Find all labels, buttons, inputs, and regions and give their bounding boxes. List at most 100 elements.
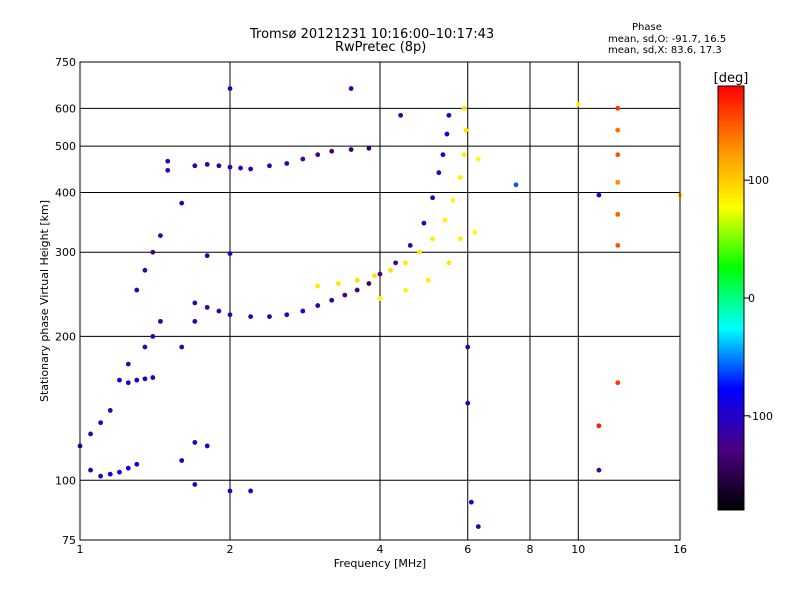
data-point	[284, 312, 290, 318]
data-point	[248, 314, 254, 320]
data-point	[403, 287, 408, 293]
data-point	[366, 281, 372, 286]
x-tick-label: 4	[377, 543, 384, 556]
data-point	[134, 461, 140, 467]
data-point	[461, 105, 467, 111]
data-point	[150, 249, 156, 255]
data-point	[425, 277, 431, 283]
data-point	[192, 300, 198, 306]
data-point	[204, 161, 210, 167]
data-point	[398, 112, 404, 118]
data-point	[134, 287, 140, 293]
data-point	[329, 148, 335, 154]
data-point	[315, 303, 321, 308]
data-point	[615, 211, 621, 217]
data-point	[458, 236, 463, 242]
data-point	[596, 467, 602, 473]
data-point	[192, 440, 198, 445]
data-point	[150, 333, 156, 339]
y-tick-label: 600	[55, 102, 76, 115]
data-point	[615, 152, 621, 158]
colorbar-tick-label: 0	[748, 292, 755, 305]
y-tick-labels: 75 100 200 300 400 500 600 750	[55, 56, 76, 547]
colorbar-tick-label: 100	[748, 174, 769, 187]
phase-stat-x: mean, sd,X: 83.6, 17.3	[608, 45, 722, 56]
data-point	[458, 175, 463, 180]
data-point	[125, 361, 131, 367]
data-point	[348, 147, 354, 152]
data-point	[204, 443, 210, 449]
data-point	[329, 297, 335, 303]
data-point	[615, 179, 621, 185]
data-point	[267, 163, 272, 169]
x-tick-label: 16	[673, 543, 687, 556]
data-point	[475, 156, 481, 162]
data-point	[463, 127, 469, 133]
data-point	[596, 423, 602, 429]
data-point	[179, 200, 185, 206]
data-point	[465, 400, 471, 406]
data-point	[403, 260, 408, 266]
data-point	[248, 166, 254, 172]
data-point	[125, 380, 131, 386]
data-point	[248, 488, 254, 494]
chart-title: Tromsø 20121231 10:16:00–10:17:43	[250, 27, 495, 42]
data-point	[430, 236, 435, 242]
data-point	[192, 482, 198, 487]
data-point	[615, 380, 621, 386]
data-point	[430, 195, 435, 201]
phase-stat-o: mean, sd,O: -91.7, 16.5	[608, 34, 727, 45]
data-point	[88, 431, 93, 437]
data-point	[216, 308, 222, 314]
data-point	[513, 182, 519, 188]
data-point	[377, 271, 383, 277]
x-tick-label: 2	[227, 543, 234, 556]
data-point	[461, 152, 467, 158]
data-point	[354, 287, 360, 293]
data-point	[436, 170, 442, 176]
data-point	[300, 156, 306, 162]
data-point	[117, 377, 122, 383]
data-point	[216, 163, 222, 169]
colorbar-title: [deg]	[714, 71, 749, 86]
data-point	[117, 469, 122, 475]
data-point	[393, 260, 399, 266]
data-point	[125, 465, 131, 471]
data-point	[342, 292, 348, 298]
data-point	[227, 312, 233, 318]
data-point	[165, 158, 171, 164]
data-point	[238, 165, 243, 171]
data-point	[315, 283, 321, 289]
data-point	[192, 318, 198, 324]
data-point	[192, 163, 198, 169]
data-point	[417, 249, 422, 255]
data-points	[77, 86, 683, 530]
data-point	[388, 267, 393, 273]
data-point	[372, 273, 377, 279]
data-point	[284, 161, 290, 166]
data-point	[468, 499, 474, 505]
data-point	[315, 152, 321, 158]
data-point	[88, 467, 93, 473]
data-point	[335, 281, 341, 286]
data-point	[165, 167, 171, 173]
data-point	[300, 308, 306, 314]
data-point	[407, 243, 413, 248]
y-tick-label: 750	[55, 56, 76, 69]
x-axis-label: Frequency [MHz]	[334, 557, 426, 570]
chart-subtitle: RwPretec (8p)	[335, 40, 427, 55]
data-point	[366, 145, 372, 151]
data-point	[450, 198, 456, 203]
data-point	[158, 233, 163, 238]
colorbar-ticks: 100 0 -100	[744, 174, 773, 423]
data-point	[377, 296, 383, 301]
data-point	[150, 375, 156, 380]
colorbar-tick-label: -100	[748, 410, 773, 423]
data-point	[596, 192, 602, 198]
data-point	[134, 377, 140, 383]
data-point	[227, 164, 233, 170]
data-point	[348, 86, 354, 91]
x-tick-label: 1	[77, 543, 84, 556]
